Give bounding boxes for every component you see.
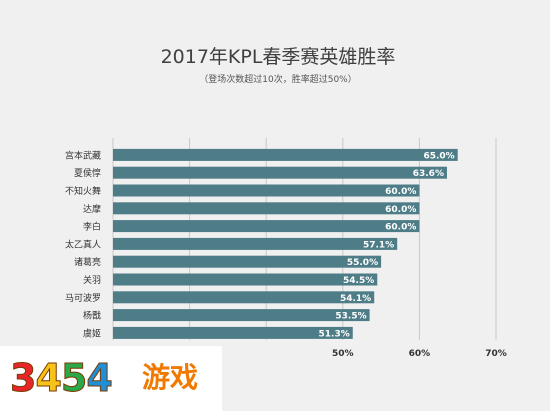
bar: [113, 220, 420, 233]
category-label: 不知火舞: [65, 185, 101, 197]
bar: [113, 291, 375, 304]
x-axis-ticks: 50% 60% 70%: [332, 349, 507, 359]
watermark-logo: 3454 游戏: [0, 346, 222, 411]
category-label: 夏侯惇: [74, 167, 101, 179]
bar-value-label: 55.0%: [347, 258, 378, 268]
category-label: 宫本武藏: [65, 149, 101, 161]
bar: [113, 273, 378, 286]
category-label: 太乙真人: [65, 238, 101, 250]
chart-title: 2017年KPL春季赛英雄胜率: [161, 46, 396, 68]
category-label: 达摩: [83, 203, 101, 215]
x-tick-label: 50%: [332, 349, 354, 359]
bar: [113, 237, 398, 250]
bar: [113, 309, 370, 322]
bar: [113, 148, 458, 161]
watermark-digit: 4: [35, 356, 62, 401]
bar-value-label: 53.5%: [335, 312, 366, 322]
bar-value-label: 57.1%: [363, 240, 394, 250]
bar-value-label: 63.6%: [413, 169, 444, 179]
x-tick-label: 70%: [485, 349, 507, 359]
category-label: 关羽: [83, 274, 101, 286]
bar: [113, 202, 420, 215]
watermark-digit: 4: [86, 356, 113, 401]
x-tick-label: 60%: [409, 349, 431, 359]
bars: 65.0% 63.6% 60.0% 60.0% 60.0% 57.1% 55.0% 54.5%…: [113, 148, 458, 339]
category-label: 马可波罗: [65, 292, 101, 304]
bar: [113, 255, 382, 268]
bar-value-label: 54.1%: [340, 294, 371, 304]
bar: [113, 166, 447, 179]
category-label: 李白: [83, 221, 101, 233]
chart-subtitle: （登场次数超过10次，胜率超过50%）: [199, 73, 356, 85]
bar-value-label: 60.0%: [385, 205, 416, 215]
watermark-digit: 5: [60, 356, 87, 401]
watermark-digit: 3: [9, 356, 36, 401]
category-label: 虞姬: [83, 327, 101, 339]
watermark-digits: 3454: [9, 356, 113, 401]
bar: [113, 326, 353, 339]
category-label: 杨戬: [83, 310, 101, 322]
bar-value-label: 60.0%: [385, 187, 416, 197]
watermark-text: 游戏: [142, 361, 199, 394]
bar-value-label: 54.5%: [343, 276, 374, 286]
category-label: 诸葛亮: [74, 256, 101, 268]
bar-value-label: 51.3%: [319, 329, 350, 339]
bar-value-label: 65.0%: [423, 151, 454, 161]
bar: [113, 184, 420, 197]
bar-value-label: 60.0%: [385, 223, 416, 233]
